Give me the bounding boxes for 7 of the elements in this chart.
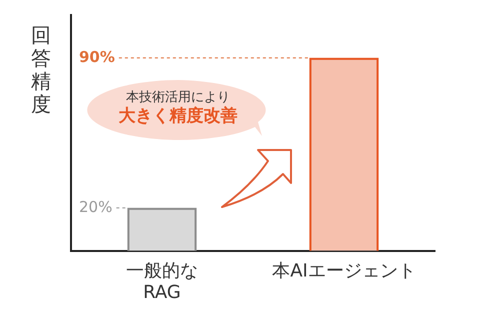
ref-line-label: 90% (79, 48, 115, 66)
x-tick-label: 一般的な RAG (126, 260, 198, 303)
y-axis-title: 回答精度 (30, 23, 52, 116)
ref-line-label: 20% (79, 198, 112, 216)
annotation: 大きく精度改善 (118, 105, 238, 127)
annotation: 本技術活用により (125, 89, 231, 106)
x-tick-label: 本AIエージェント (272, 260, 416, 282)
